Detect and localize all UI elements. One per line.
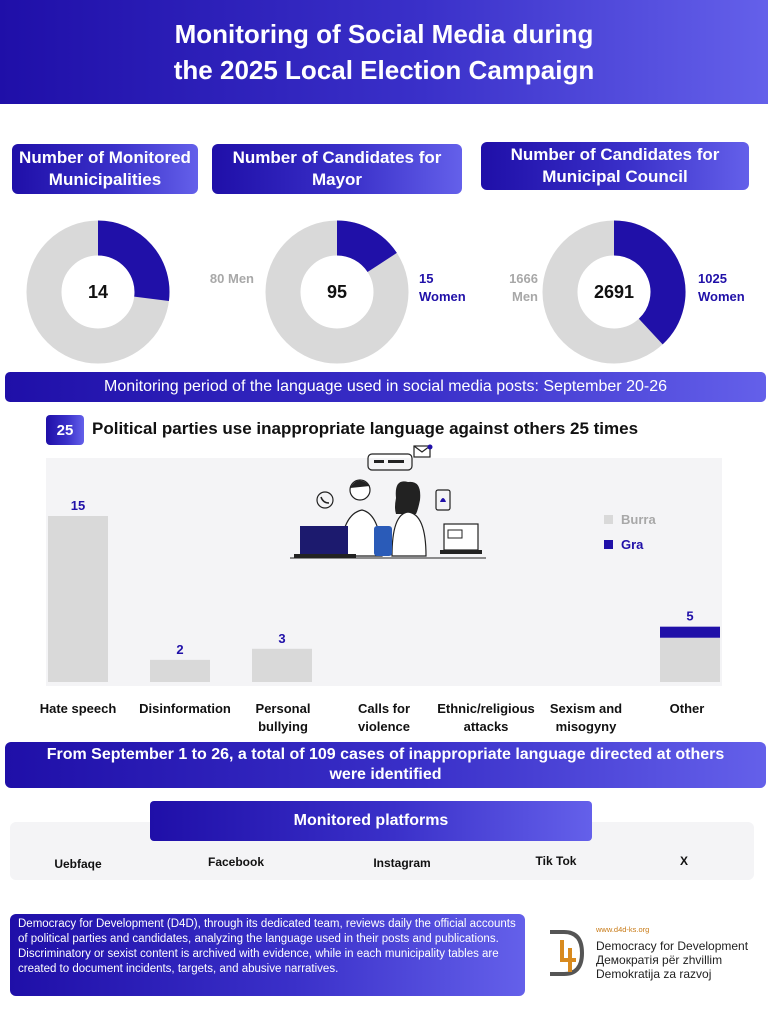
legend-gra: Gra: [604, 537, 643, 552]
category-label-line: Disinformation: [139, 701, 231, 716]
legend-burra-label: Burra: [621, 512, 656, 527]
category-label-line: Other: [669, 701, 705, 716]
bar-value-label-2: 3: [278, 631, 285, 646]
logo-url[interactable]: www.d4d-ks.org: [596, 925, 650, 934]
category-label-line: Personal: [255, 701, 311, 716]
parties-count-badge: 25: [46, 415, 84, 445]
bar-burra-0: [48, 516, 108, 682]
council-hole: [578, 256, 650, 328]
municipalities-hole: [62, 256, 134, 328]
category-label-line: violence: [357, 719, 411, 734]
page-header: Monitoring of Social Media during the 20…: [0, 0, 768, 104]
category-label-hate-speech: Hate speech: [26, 700, 130, 718]
category-label-line: Ethnic/religious: [437, 701, 535, 716]
legend-gra-label: Gra: [621, 537, 644, 552]
bar-value-label-1: 2: [176, 642, 183, 657]
platform-tiktok: Tik Tok: [535, 854, 577, 868]
category-label-line: Sexism and: [549, 701, 623, 716]
council-women-count: 1025: [698, 271, 727, 286]
parties-title: Political parties use inappropriate lang…: [92, 419, 639, 438]
chart-panel: [46, 458, 722, 686]
category-label-personal-bullying: Personal bullying: [234, 700, 332, 736]
council-men-count: 1666: [509, 271, 538, 286]
mayor-women-label: 15 Women: [419, 270, 479, 306]
donut-municipalities-value: 14: [87, 281, 109, 302]
platform-x: X: [679, 854, 688, 868]
platform-facebook: Facebook: [207, 855, 264, 869]
logo-name-serbian: Demokratija za razvoj: [596, 967, 712, 981]
stat-title-municipalities: Number of Monitored Municipalities: [12, 144, 198, 194]
monitoring-period-banner: Monitoring period of the language used i…: [5, 372, 766, 402]
stat-title-mayor: Number of Candidates for Mayor: [212, 144, 462, 194]
council-women-slice: [613, 220, 686, 345]
footer-description: Democracy for Development (D4D), through…: [10, 914, 525, 996]
category-label-calls-for-violence: Calls for violence: [336, 700, 432, 736]
total-cases-banner: From September 1 to 26, a total of 109 c…: [5, 742, 766, 788]
language-bar-chart: 15 2 3 5: [48, 498, 720, 682]
logo-name-albanian: Демократія për zhvillim: [596, 953, 723, 967]
bar-gra-6: [660, 626, 720, 638]
category-label-line: attacks: [463, 719, 509, 734]
donut-mayor: [265, 220, 409, 364]
mayor-hole: [301, 256, 373, 328]
page-title-line1: Monitoring of Social Media during: [174, 19, 594, 49]
mayor-women-slice: [336, 220, 397, 273]
total-cases-line2: were identified: [329, 766, 442, 783]
mayor-men-label: 80 Men: [209, 271, 254, 286]
category-label-line: Hate speech: [39, 701, 117, 716]
bar-burra-1: [150, 659, 210, 682]
council-women-label: 1025 Women: [698, 270, 758, 306]
legend-burra-swatch: [604, 515, 613, 524]
people-illustration-icon: [290, 444, 486, 559]
bar-value-label-6: 5: [686, 609, 693, 624]
category-label-other: Other: [644, 700, 730, 718]
platforms-title: Monitored platforms: [150, 801, 592, 841]
municipalities-women-slice: [97, 220, 170, 301]
category-label-disinformation: Disinformation: [130, 700, 240, 718]
category-label-line: bullying: [258, 719, 308, 734]
category-label-line: misogyny: [555, 719, 617, 734]
legend-burra: Burra: [604, 512, 656, 527]
bar-burra-6: [660, 637, 720, 682]
council-women-word: Women: [698, 289, 745, 304]
legend-gra-swatch: [604, 540, 613, 549]
platform-instagram: Instagram: [373, 856, 431, 870]
council-men-label: 1666 Men: [488, 270, 538, 306]
d4d-logo-icon: [550, 930, 585, 976]
logo-name-english: Democracy for Development: [596, 939, 749, 953]
donut-council-value: 2691: [593, 281, 635, 302]
donut-municipalities: [26, 220, 170, 364]
category-label-line: Calls for: [357, 701, 410, 716]
bar-burra-2: [252, 648, 312, 682]
mayor-women-count: 15: [419, 271, 434, 286]
page-title-line2: the 2025 Local Election Campaign: [173, 55, 595, 85]
council-men-word: Men: [512, 289, 538, 304]
category-label-sexism-and-misogyny: Sexism and misogyny: [538, 700, 634, 736]
mayor-women-word: Women: [419, 289, 466, 304]
bar-value-label-0: 15: [71, 498, 85, 513]
total-cases-line1: From September 1 to 26, a total of 109 c…: [46, 746, 725, 763]
donut-council: [542, 220, 686, 364]
platform-website: Uebfaqe: [54, 857, 102, 871]
donut-mayor-value: 95: [326, 281, 348, 302]
category-label-ethnic-religious-attacks: Ethnic/religious attacks: [432, 700, 540, 736]
stat-title-council: Number of Candidates for Municipal Counc…: [481, 142, 749, 190]
